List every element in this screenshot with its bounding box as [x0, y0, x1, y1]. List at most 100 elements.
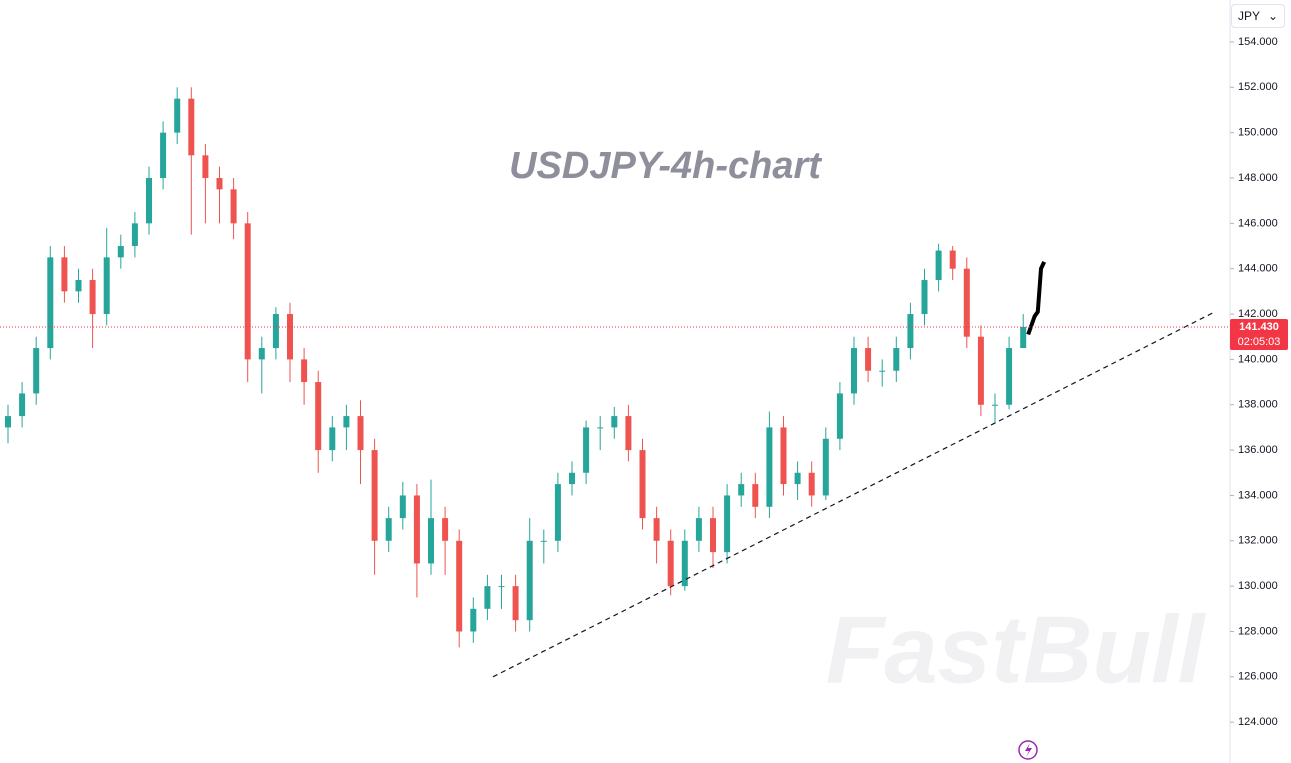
candle-body	[921, 280, 928, 315]
candle-body	[103, 257, 110, 315]
y-tick-label: 140.000	[1238, 353, 1278, 365]
candle-body	[822, 438, 829, 496]
candle-body	[428, 518, 434, 564]
candle-body	[738, 484, 745, 496]
candle-body	[977, 336, 984, 405]
candle-body	[371, 450, 378, 541]
candle-body	[639, 450, 646, 519]
candle-body	[343, 416, 350, 428]
candle-body	[949, 250, 956, 269]
candle-body	[695, 518, 702, 541]
candle-body	[357, 416, 364, 451]
candle-body	[287, 314, 293, 360]
candle-body	[710, 518, 716, 553]
candle-body	[681, 540, 688, 587]
candle-body	[879, 370, 886, 372]
candle-body	[893, 348, 900, 371]
countdown-label: 02:05:03	[1238, 336, 1281, 348]
candle-body	[244, 223, 251, 360]
candle-body	[625, 416, 632, 451]
candle-body	[653, 518, 660, 541]
candle-body	[75, 280, 82, 292]
candle-body	[526, 540, 533, 621]
candle-body	[836, 393, 843, 439]
watermark: FastBull	[826, 596, 1207, 703]
candle-body	[399, 495, 406, 519]
y-tick-label: 154.000	[1238, 36, 1278, 48]
candle-body	[19, 393, 26, 417]
candle-body	[766, 427, 773, 507]
y-tick-label: 150.000	[1238, 127, 1278, 139]
candle-body	[258, 348, 265, 360]
y-tick-label: 126.000	[1238, 671, 1278, 683]
candle-body	[724, 495, 731, 553]
lightning-icon	[1018, 740, 1038, 760]
candle-body	[47, 257, 54, 349]
candle-body	[484, 586, 491, 609]
dropdown-caret: ⌄	[1267, 9, 1278, 23]
candle-body	[907, 314, 914, 349]
price-label-box	[1230, 318, 1288, 350]
candle-body	[498, 586, 505, 588]
candle-body	[611, 416, 618, 428]
projection-line	[1026, 261, 1047, 336]
y-tick-label: 124.000	[1238, 716, 1278, 728]
candle-body	[329, 427, 336, 451]
y-tick-label: 136.000	[1238, 444, 1278, 456]
candle-body	[131, 223, 138, 247]
y-tick-label: 132.000	[1238, 535, 1278, 547]
candle-body	[554, 484, 561, 541]
candle-body	[442, 518, 449, 541]
candle-body	[1020, 326, 1027, 349]
candle-body	[583, 427, 590, 473]
candle-body	[597, 427, 604, 429]
candle-body	[146, 177, 152, 224]
candle-body	[272, 314, 279, 349]
candle-body	[385, 518, 392, 541]
currency-label: JPY	[1238, 9, 1261, 23]
candle-body	[188, 98, 195, 156]
candle-body	[202, 155, 209, 178]
candle-body	[216, 177, 223, 190]
candle-body	[851, 348, 857, 394]
candle-body	[413, 495, 420, 564]
candle-body	[89, 280, 96, 315]
candle-body	[512, 586, 519, 621]
candle-body	[992, 404, 998, 406]
candle-body	[61, 257, 68, 292]
candle-body	[569, 472, 575, 485]
icon-bolt	[1025, 743, 1032, 757]
candle-body	[33, 348, 40, 394]
y-tick-label: 134.000	[1238, 489, 1278, 501]
icon-circle	[1018, 740, 1038, 760]
candle-body	[865, 348, 872, 371]
candle-body	[1006, 348, 1013, 405]
y-tick-label: 146.000	[1238, 217, 1278, 229]
chart-title: USDJPY-4h-chart	[509, 145, 822, 187]
current-price-label: 141.430	[1239, 321, 1279, 333]
y-tick-label: 142.000	[1238, 308, 1278, 320]
candle-body	[794, 472, 801, 485]
candle-body	[230, 189, 237, 224]
currency-select[interactable]: JPY ⌄	[1231, 4, 1285, 28]
y-tick-label: 144.000	[1238, 263, 1278, 275]
candle-body	[780, 427, 787, 485]
candle-body	[456, 540, 463, 632]
y-tick-label: 138.000	[1238, 399, 1278, 411]
candle-body	[315, 382, 322, 451]
y-tick-label: 152.000	[1238, 81, 1278, 93]
candle-body	[540, 540, 547, 542]
candle-body	[5, 416, 11, 428]
candle-body	[117, 246, 124, 258]
candle-body	[301, 359, 308, 383]
y-tick-label: 148.000	[1238, 172, 1278, 184]
candle-body	[160, 132, 167, 178]
y-tick-label: 128.000	[1238, 625, 1278, 637]
candle-body	[935, 250, 942, 281]
candle-body	[470, 608, 477, 632]
candle-body	[808, 472, 815, 496]
candle-body	[963, 268, 970, 337]
y-tick-label: 130.000	[1238, 580, 1278, 592]
